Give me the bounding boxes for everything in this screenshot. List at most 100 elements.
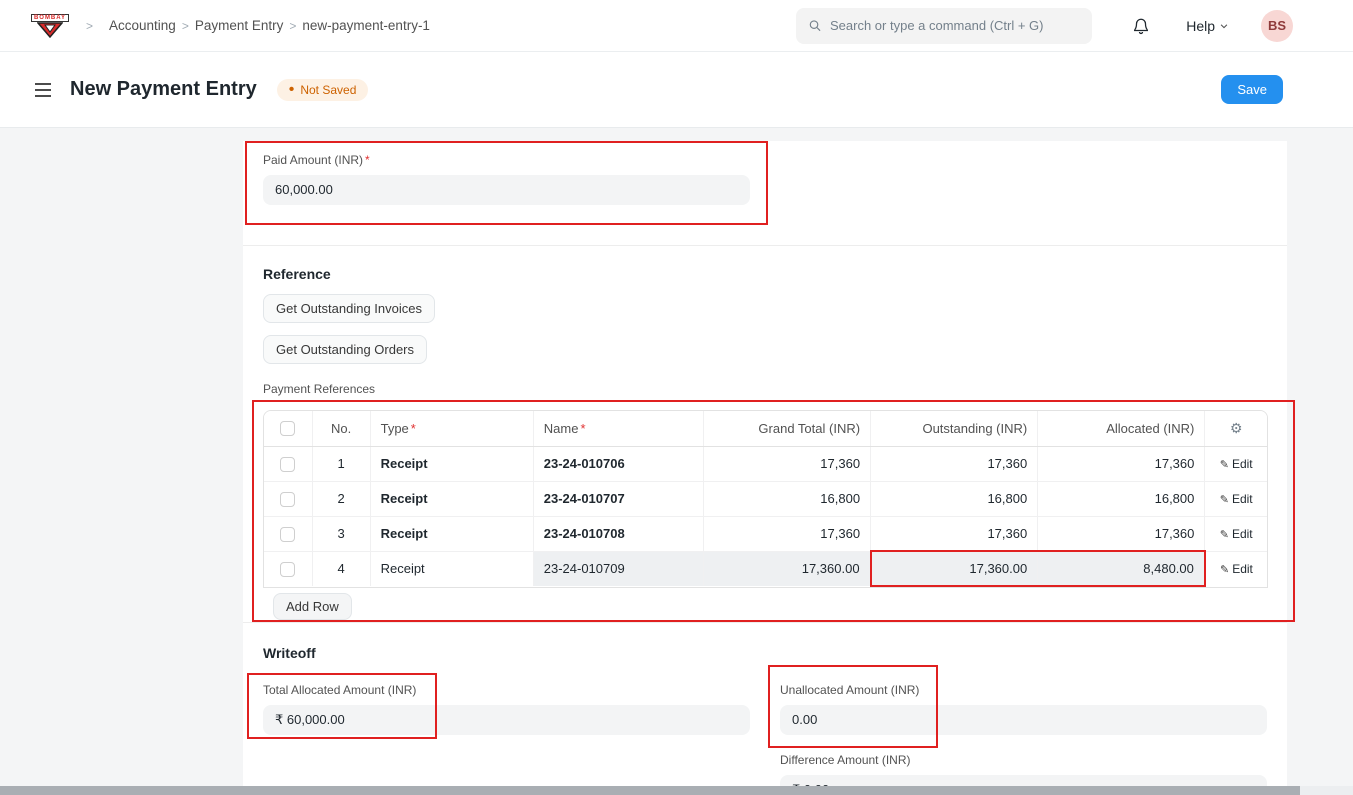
column-header-outstanding: Outstanding (INR) — [871, 411, 1038, 446]
row-number: 3 — [312, 516, 370, 551]
menu-icon — [34, 82, 52, 98]
row-type-cell[interactable]: Receipt — [370, 481, 533, 516]
row-name-cell[interactable]: 23-24-010708 — [533, 516, 703, 551]
total-allocated-value: ₹ 60,000.00 — [263, 705, 750, 735]
row-name-cell[interactable]: 23-24-010706 — [533, 446, 703, 481]
row-edit-button[interactable]: ✎Edit — [1220, 457, 1253, 471]
search-icon — [808, 18, 822, 33]
row-outstanding-cell[interactable]: 16,800 — [871, 481, 1038, 516]
row-select-checkbox[interactable] — [280, 562, 295, 577]
row-grand-total-cell[interactable]: 16,800 — [703, 481, 870, 516]
row-grand-total-cell[interactable]: 17,360 — [703, 516, 870, 551]
search-input[interactable] — [830, 18, 1080, 33]
row-allocated-cell[interactable]: 16,800 — [1038, 481, 1205, 516]
reference-section: Reference Get Outstanding Invoices Get O… — [263, 246, 1267, 622]
row-name-cell[interactable]: 23-24-010709 — [533, 551, 703, 586]
row-type-cell[interactable]: Receipt — [370, 551, 533, 586]
required-asterisk: * — [365, 153, 370, 167]
payment-references-grid: No. Type* Name* Grand Total (INR) Outsta… — [263, 410, 1268, 588]
row-number: 4 — [312, 551, 370, 586]
breadcrumb-separator: > — [182, 19, 189, 33]
row-allocated-cell-annotated[interactable]: 8,480.00 — [1038, 551, 1205, 586]
content-area: Paid Amount (INR)* Reference Get Outstan… — [0, 141, 1353, 795]
row-select-checkbox[interactable] — [280, 527, 295, 542]
form-panel: Paid Amount (INR)* Reference Get Outstan… — [243, 141, 1287, 795]
column-header-allocated: Allocated (INR) — [1038, 411, 1205, 446]
row-edit-button[interactable]: ✎Edit — [1220, 527, 1253, 541]
get-outstanding-invoices-button[interactable]: Get Outstanding Invoices — [263, 294, 435, 323]
row-edit-button[interactable]: ✎Edit — [1220, 562, 1253, 576]
row-number: 2 — [312, 481, 370, 516]
payment-references-annotation-box: No. Type* Name* Grand Total (INR) Outsta… — [252, 400, 1295, 622]
row-name-cell[interactable]: 23-24-010707 — [533, 481, 703, 516]
sidebar-toggle-button[interactable] — [30, 78, 56, 102]
notifications-button[interactable] — [1128, 13, 1154, 39]
row-allocated-cell[interactable]: 17,360 — [1038, 446, 1205, 481]
breadcrumb-separator: > — [289, 19, 296, 33]
row-select-checkbox[interactable] — [280, 457, 295, 472]
column-header-type: Type* — [370, 411, 533, 446]
row-allocated-cell[interactable]: 17,360 — [1038, 516, 1205, 551]
row-grand-total-cell[interactable]: 17,360 — [703, 446, 870, 481]
payment-references-label: Payment References — [263, 382, 1267, 396]
avatar[interactable]: BS — [1261, 10, 1293, 42]
paid-amount-input[interactable] — [263, 175, 750, 205]
chevron-down-icon — [1219, 21, 1229, 31]
horizontal-scrollbar[interactable] — [0, 786, 1353, 795]
column-header-grand-total: Grand Total (INR) — [703, 411, 870, 446]
brand-triangle-icon — [37, 22, 63, 38]
difference-label: Difference Amount (INR) — [780, 753, 1267, 767]
unallocated-field: Unallocated Amount (INR) — [780, 683, 1267, 735]
table-row: 2 Receipt 23-24-010707 16,800 16,800 16,… — [264, 481, 1267, 516]
horizontal-scrollbar-thumb[interactable] — [0, 786, 1300, 795]
row-outstanding-cell[interactable]: 17,360 — [871, 446, 1038, 481]
total-allocated-field: Total Allocated Amount (INR) ₹ 60,000.00 — [263, 683, 750, 735]
avatar-initials: BS — [1268, 18, 1286, 33]
brand-logo[interactable]: BOMBAY — [30, 14, 70, 38]
grid-settings-cell: ⚙ — [1205, 411, 1267, 446]
global-search[interactable] — [796, 8, 1092, 44]
row-edit-button[interactable]: ✎Edit — [1220, 492, 1253, 506]
breadcrumb: Accounting > Payment Entry > new-payment… — [109, 18, 430, 33]
paid-amount-label: Paid Amount (INR)* — [263, 153, 750, 167]
total-allocated-label: Total Allocated Amount (INR) — [263, 683, 750, 697]
row-type-cell[interactable]: Receipt — [370, 446, 533, 481]
bell-icon — [1132, 17, 1150, 35]
get-outstanding-orders-button[interactable]: Get Outstanding Orders — [263, 335, 427, 364]
pencil-icon: ✎ — [1220, 494, 1229, 506]
pencil-icon: ✎ — [1220, 529, 1229, 541]
breadcrumb-new-payment-entry[interactable]: new-payment-entry-1 — [302, 18, 430, 33]
table-row: 3 Receipt 23-24-010708 17,360 17,360 17,… — [264, 516, 1267, 551]
row-select-checkbox[interactable] — [280, 492, 295, 507]
required-asterisk: * — [580, 421, 585, 436]
paid-amount-annotation-box: Paid Amount (INR)* — [245, 141, 768, 225]
writeoff-section-title: Writeoff — [263, 645, 1267, 661]
row-outstanding-cell-annotated[interactable]: 17,360.00 — [871, 551, 1038, 586]
select-all-cell — [264, 411, 312, 446]
help-menu[interactable]: Help — [1186, 18, 1229, 34]
row-outstanding-cell[interactable]: 17,360 — [871, 516, 1038, 551]
breadcrumb-payment-entry[interactable]: Payment Entry — [195, 18, 284, 33]
breadcrumb-accounting[interactable]: Accounting — [109, 18, 176, 33]
writeoff-section: Writeoff Total Allocated Amount (INR) ₹ … — [263, 623, 1267, 795]
unallocated-label: Unallocated Amount (INR) — [780, 683, 1267, 697]
breadcrumb-separator: > — [86, 19, 93, 33]
required-asterisk: * — [411, 421, 416, 436]
pencil-icon: ✎ — [1220, 459, 1229, 471]
table-row-active: 4 Receipt 23-24-010709 17,360.00 17,360.… — [264, 551, 1267, 586]
gear-icon[interactable]: ⚙ — [1230, 420, 1243, 436]
unallocated-input[interactable] — [780, 705, 1267, 735]
top-navbar: BOMBAY > Accounting > Payment Entry > ne… — [0, 0, 1353, 52]
row-grand-total-cell[interactable]: 17,360.00 — [703, 551, 870, 586]
reference-section-title: Reference — [263, 266, 1267, 282]
save-button[interactable]: Save — [1221, 75, 1283, 104]
add-row-button[interactable]: Add Row — [273, 593, 352, 620]
help-label: Help — [1186, 18, 1215, 34]
row-type-cell[interactable]: Receipt — [370, 516, 533, 551]
select-all-checkbox[interactable] — [280, 421, 295, 436]
status-badge: Not Saved — [277, 79, 369, 101]
page-title: New Payment Entry — [70, 78, 257, 101]
column-header-name: Name* — [533, 411, 703, 446]
table-row: 1 Receipt 23-24-010706 17,360 17,360 17,… — [264, 446, 1267, 481]
brand-name: BOMBAY — [31, 14, 69, 22]
